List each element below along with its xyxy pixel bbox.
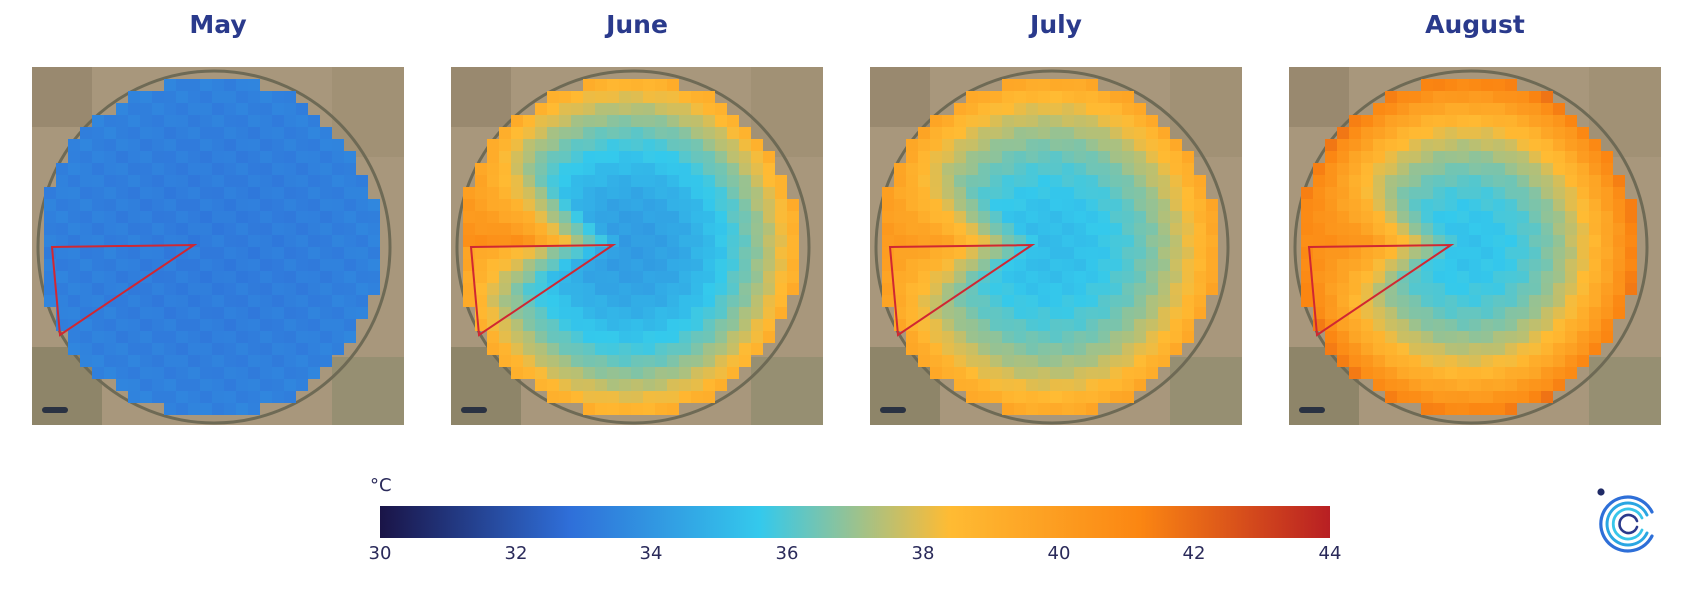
colorbar-tick-label: 32 — [504, 543, 528, 564]
company-logo-icon — [1597, 488, 1654, 553]
colorbar — [380, 506, 1330, 538]
colorbar-tick-label: 34 — [639, 543, 663, 564]
map-panel-may — [32, 67, 404, 425]
region-outline — [888, 243, 1036, 337]
colorbar-tick-label: 42 — [1182, 543, 1206, 564]
colorbar-tick-label: 38 — [911, 543, 935, 564]
colorbar-tick-label: 44 — [1318, 543, 1342, 564]
panel-title-june: June — [606, 10, 668, 39]
region-outline — [469, 243, 617, 337]
panel-title-august: August — [1425, 10, 1525, 39]
panel-title-july: July — [1030, 10, 1082, 39]
map-panel-august — [1289, 67, 1661, 425]
region-outline — [50, 243, 198, 337]
colorbar-tick-label: 30 — [368, 543, 392, 564]
map-panel-july — [870, 67, 1242, 425]
panel-title-may: May — [189, 10, 247, 39]
colorbar-unit-label: °C — [370, 475, 392, 496]
map-panel-june — [451, 67, 823, 425]
colorbar-tick-label: 40 — [1047, 543, 1071, 564]
region-outline — [1307, 243, 1455, 337]
colorbar-tick-label: 36 — [775, 543, 799, 564]
